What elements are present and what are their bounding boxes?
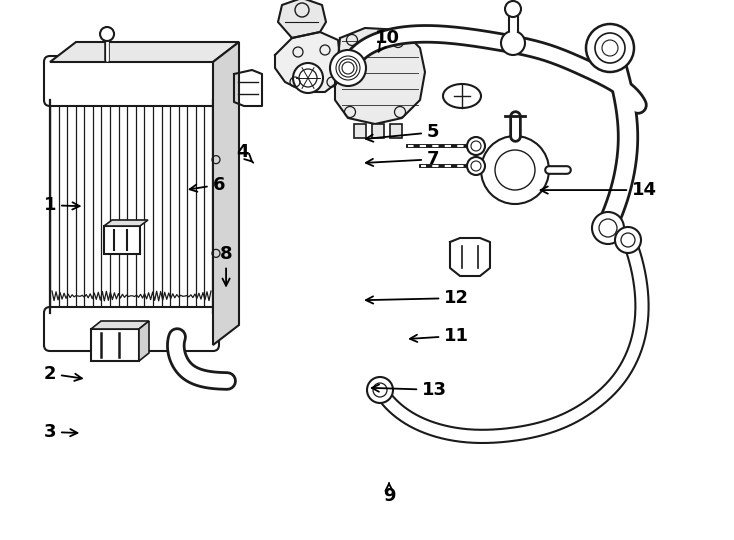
- Polygon shape: [335, 28, 425, 124]
- Polygon shape: [139, 321, 149, 361]
- Circle shape: [293, 63, 323, 93]
- Text: 11: 11: [410, 327, 469, 345]
- Circle shape: [615, 227, 641, 253]
- Polygon shape: [275, 32, 340, 92]
- Circle shape: [505, 1, 521, 17]
- Polygon shape: [354, 124, 366, 138]
- Circle shape: [586, 24, 634, 72]
- Text: 3: 3: [43, 423, 77, 441]
- Circle shape: [100, 27, 114, 41]
- Text: 1: 1: [43, 196, 79, 214]
- Polygon shape: [213, 42, 239, 345]
- Text: 13: 13: [372, 381, 447, 399]
- FancyBboxPatch shape: [44, 56, 219, 106]
- Polygon shape: [450, 238, 490, 276]
- Polygon shape: [104, 220, 148, 226]
- Polygon shape: [278, 0, 326, 38]
- Text: 2: 2: [43, 364, 82, 383]
- FancyBboxPatch shape: [44, 307, 219, 351]
- Circle shape: [592, 212, 624, 244]
- Circle shape: [481, 136, 549, 204]
- Text: 12: 12: [366, 289, 469, 307]
- Text: 10: 10: [375, 29, 400, 52]
- Circle shape: [501, 31, 525, 55]
- Text: 7: 7: [366, 150, 440, 168]
- Circle shape: [330, 50, 366, 86]
- Polygon shape: [234, 70, 262, 106]
- Text: 4: 4: [236, 143, 253, 163]
- Circle shape: [367, 377, 393, 403]
- Text: 8: 8: [219, 245, 233, 286]
- Text: 14: 14: [541, 181, 657, 199]
- Circle shape: [467, 137, 485, 155]
- Text: 9: 9: [382, 483, 396, 505]
- Circle shape: [467, 157, 485, 175]
- Text: 6: 6: [189, 176, 225, 194]
- FancyBboxPatch shape: [104, 226, 140, 254]
- Polygon shape: [372, 124, 384, 138]
- FancyBboxPatch shape: [91, 329, 139, 361]
- Polygon shape: [91, 321, 149, 329]
- Polygon shape: [390, 124, 402, 138]
- Polygon shape: [50, 42, 239, 62]
- Text: 5: 5: [366, 123, 440, 141]
